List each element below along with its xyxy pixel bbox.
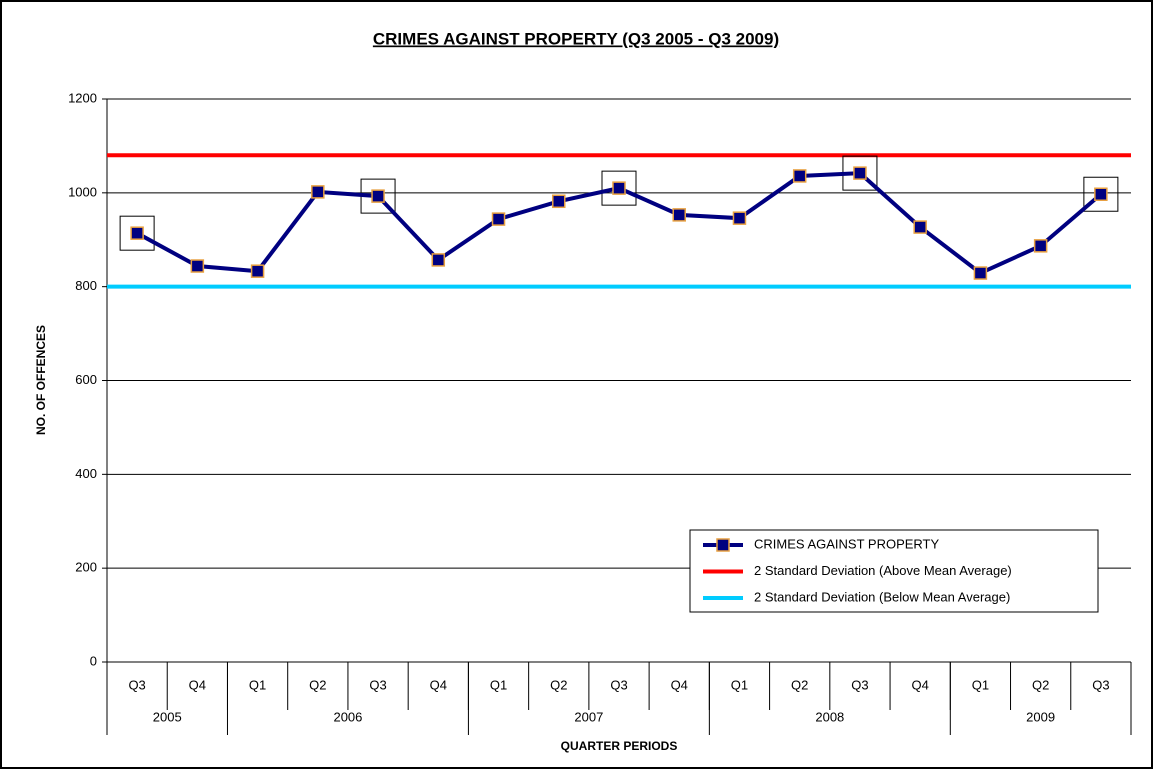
x-tick-label: Q3: [369, 677, 386, 692]
x-tick-label: Q4: [912, 677, 929, 692]
marker: [672, 208, 686, 222]
marker: [732, 211, 747, 225]
y-axis-label: NO. OF OFFENCES: [34, 325, 48, 435]
marker: [491, 212, 506, 226]
legend-label: CRIMES AGAINST PROPERTY: [754, 536, 940, 551]
y-tick-label: 400: [75, 466, 97, 481]
y-tick-label: 0: [90, 653, 97, 668]
x-tick-label: Q1: [731, 677, 748, 692]
legend-box: [689, 529, 1099, 613]
legend-label: 2 Standard Deviation (Above Mean Average…: [754, 563, 1012, 578]
marker: [792, 169, 807, 183]
y-tick-label: 800: [75, 278, 97, 293]
x-tick-label: Q2: [1032, 677, 1049, 692]
legend-label: 2 Standard Deviation (Below Mean Average…: [754, 589, 1010, 604]
x-tick-label: Q2: [309, 677, 326, 692]
x-tick-label: Q3: [1092, 677, 1109, 692]
y-tick-label: 1200: [68, 90, 97, 105]
marker: [552, 194, 566, 209]
marker: [1094, 187, 1108, 201]
marker: [1033, 239, 1048, 253]
x-tick-label: Q1: [249, 677, 266, 692]
highlight-box: [119, 215, 155, 251]
group-label: 2009: [1026, 709, 1055, 724]
marker: [250, 264, 265, 278]
x-tick-label: Q3: [851, 677, 868, 692]
x-axis-label: QUARTER PERIODS: [561, 739, 678, 753]
chart-title: CRIMES AGAINST PROPERTY (Q3 2005 - Q3 20…: [373, 29, 779, 48]
x-tick-label: Q1: [972, 677, 989, 692]
group-label: 2008: [815, 709, 844, 724]
marker: [190, 259, 205, 273]
highlight-box: [1083, 176, 1119, 212]
marker: [853, 166, 867, 180]
x-tick-label: Q3: [610, 677, 627, 692]
marker: [371, 189, 385, 203]
marker: [612, 181, 626, 195]
y-tick-label: 200: [75, 560, 97, 575]
highlight-box: [601, 170, 637, 206]
x-tick-label: Q2: [791, 677, 808, 692]
marker: [973, 266, 988, 280]
x-tick-label: Q3: [128, 677, 145, 692]
marker: [431, 253, 446, 267]
x-tick-label: Q1: [490, 677, 507, 692]
x-tick-label: Q2: [550, 677, 567, 692]
x-tick-label: Q4: [671, 677, 688, 692]
marker: [311, 185, 325, 199]
group-label: 2006: [333, 709, 362, 724]
legend-marker: [716, 538, 730, 552]
y-tick-label: 1000: [68, 184, 97, 199]
marker: [130, 226, 144, 240]
marker: [913, 220, 927, 234]
x-tick-label: Q4: [430, 677, 447, 692]
group-label: 2005: [153, 709, 182, 724]
group-label: 2007: [574, 709, 603, 724]
x-tick-label: Q4: [189, 677, 206, 692]
y-tick-label: 600: [75, 372, 97, 387]
